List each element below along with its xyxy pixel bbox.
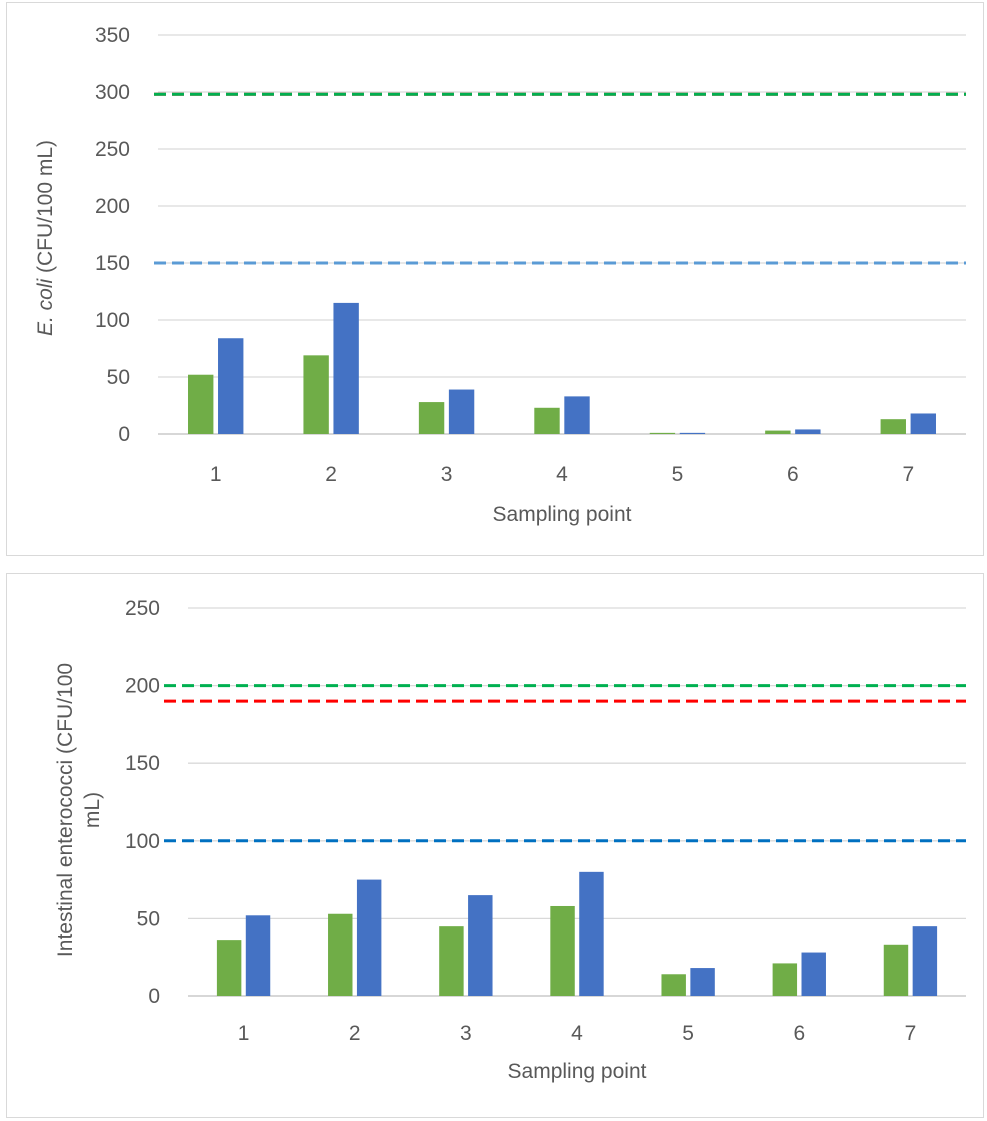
enterococci-chart: 0 50 100 150 200 250 1 2 3 4 5 6 7 Sampling point Inte… [54,597,966,1083]
y-tick-label: 150 [125,752,160,775]
x-tick-label: 7 [902,463,914,486]
y-tick-label: 200 [125,675,160,698]
x-tick-label: 4 [571,1022,583,1045]
x-tick-label: 1 [210,463,222,486]
ecoli-chart: 0 50 100 150 200 250 300 350 1 2 3 4 5 6 7 Sampling poi… [34,24,966,526]
bar-series-blue [912,926,938,996]
bar-series-blue [690,968,715,996]
y-tick-label: 100 [125,830,160,853]
bar-series-blue [795,429,821,434]
bar-series-green [303,355,329,434]
y-tick-label: 0 [148,985,160,1008]
bar-series-green [418,402,445,434]
bar-series-green [765,430,791,434]
x-tick-label: 3 [460,1022,472,1045]
y-tick-label: 50 [107,366,130,389]
bar-series-blue [910,413,936,434]
x-tick-label: 3 [441,463,453,486]
bar-series-blue [245,915,271,996]
y-tick-label: 150 [95,252,130,275]
bar-series-green [328,913,353,996]
x-tick-label: 5 [682,1022,694,1045]
y-tick-label: 350 [95,24,130,47]
x-axis-title: Sampling point [493,503,632,526]
bar-series-blue [801,952,826,996]
x-tick-label: 4 [556,463,568,486]
enterococci-chart-panel [6,573,984,1118]
y-tick-label: 300 [95,81,130,104]
bar-series-green [188,374,214,434]
bar-series-blue [356,879,382,996]
bar-series-green [550,905,575,996]
bar-series-blue [564,396,590,434]
y-axis-title: E. coli (CFU/100 mL) [34,140,57,336]
bar-series-blue [679,432,706,434]
bar-series-green [772,963,798,996]
bar-series-green [661,974,686,996]
x-tick-label: 7 [905,1022,917,1045]
bar-series-green [649,432,676,434]
y-tick-label: 250 [125,597,160,620]
bar-series-blue [218,338,244,434]
y-tick-label: 200 [95,195,130,218]
bar-series-green [534,407,560,434]
x-tick-label: 1 [238,1022,250,1045]
bar-series-blue [448,389,475,434]
x-tick-label: 5 [672,463,684,486]
y-axis-title: Intestinal enterococci (CFU/100 mL) [54,663,104,957]
y-tick-label: 100 [95,309,130,332]
x-tick-label: 6 [787,463,799,486]
bar-series-green [883,944,909,996]
x-tick-label: 2 [325,463,337,486]
y-tick-label: 250 [95,138,130,161]
x-tick-label: 6 [793,1022,805,1045]
bar-series-green [880,419,906,434]
x-tick-label: 2 [349,1022,361,1045]
y-tick-label: 0 [118,423,130,446]
y-tick-label: 50 [137,907,160,930]
bar-series-blue [468,895,493,996]
bar-series-blue [333,302,359,434]
bar-series-green [439,926,464,996]
x-axis-title: Sampling point [508,1060,647,1083]
bar-series-green [216,940,242,996]
bar-series-blue [579,871,604,996]
